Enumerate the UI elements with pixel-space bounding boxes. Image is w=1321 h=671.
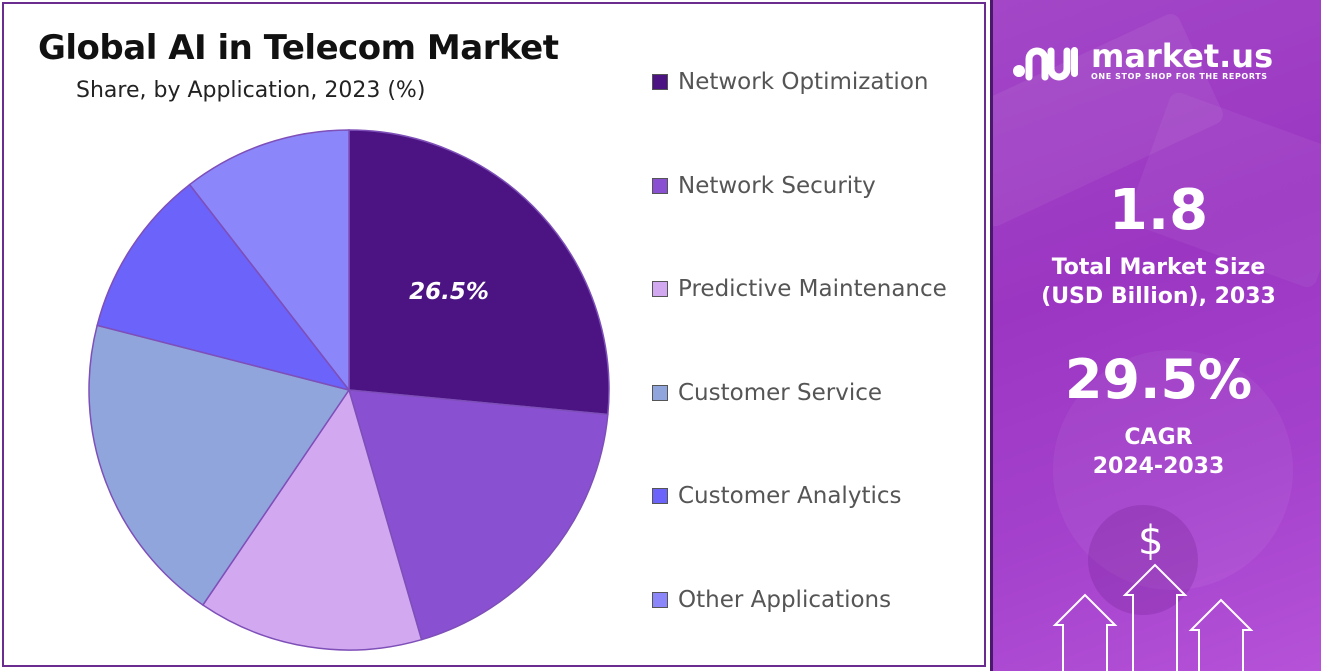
legend-label: Customer Analytics [678, 483, 902, 510]
pie-data-label: 26.5% [409, 279, 489, 305]
pie-slice-network-security [347, 389, 609, 641]
legend-item-customer-analytics: Customer Analytics [652, 476, 901, 516]
arrow-up-icon [1188, 598, 1254, 671]
pie-slice-customer-analytics [96, 183, 351, 392]
cagr-label: CAGR 2024-2033 [993, 424, 1321, 481]
market-size-value: 1.8 [1108, 178, 1209, 243]
legend-item-predictive-maintenance: Predictive Maintenance [652, 269, 947, 309]
pie-slice-other-applications [188, 129, 350, 393]
background-decor [993, 13, 1321, 615]
legend-label: Customer Service [678, 379, 883, 406]
legend-label: Network Security [678, 172, 876, 199]
legend-swatch [652, 488, 668, 505]
pie-slice-network-optimization [348, 129, 610, 416]
pie-slice-customer-service [88, 324, 351, 607]
pie-slice-predictive-maintenance [201, 388, 423, 651]
legend-swatch [652, 592, 668, 608]
legend-item-network-optimization: Network Optimization [652, 62, 928, 102]
growth-arrows [1052, 563, 1254, 671]
dollar-icon: $ [1138, 518, 1164, 564]
logo-icon [1013, 46, 1078, 80]
logo-text: market.us [1091, 37, 1274, 75]
legend-label: Other Applications [678, 587, 892, 613]
legend-label: Network Optimization [678, 69, 929, 95]
legend-swatch [652, 74, 668, 90]
cagr-label-line1: CAGR [1124, 425, 1193, 450]
legend-item-network-security: Network Security [652, 166, 876, 206]
arrow-up-icon [1122, 563, 1188, 671]
market-size-label-line1: Total Market Size [1051, 255, 1266, 280]
cagr-value: 29.5% [1064, 348, 1253, 411]
chart-subtitle: Share, by Application, 2023 (%) [76, 78, 426, 103]
summary-panel: market.us ONE STOP SHOP FOR THE REPORTS … [990, 0, 1321, 671]
legend-item-customer-service: Customer Service [652, 373, 882, 413]
legend-item-other-applications: Other Applications [652, 580, 891, 620]
chart-title: Global AI in Telecom Market [38, 28, 559, 68]
chart-panel: Global AI in Telecom Market Share, by Ap… [2, 2, 986, 667]
legend-label: Predictive Maintenance [678, 276, 947, 303]
legend-swatch [652, 384, 668, 401]
legend-swatch [652, 177, 668, 194]
market-size-label: Total Market Size (USD Billion), 2033 [993, 254, 1321, 311]
pie-chart: 26.5% [88, 129, 610, 651]
market-size-label-line2: (USD Billion), 2033 [1041, 283, 1276, 309]
legend-swatch [652, 281, 668, 298]
logo-tagline: ONE STOP SHOP FOR THE REPORTS [1091, 72, 1268, 81]
cagr-label-line2: 2024-2033 [1092, 453, 1225, 479]
arrow-up-icon [1052, 593, 1118, 671]
brand-logo[interactable]: market.us ONE STOP SHOP FOR THE REPORTS [1011, 40, 1273, 81]
